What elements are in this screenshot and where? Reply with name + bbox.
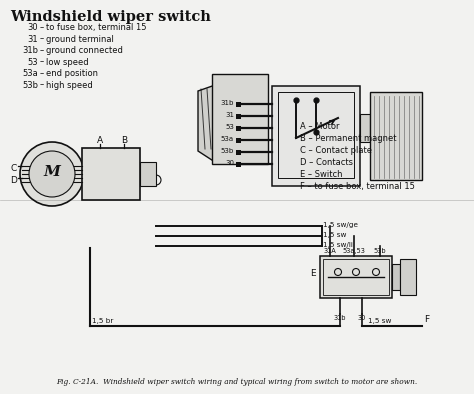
Bar bbox=[370, 92, 422, 180]
Bar bbox=[236, 113, 241, 119]
Text: 31: 31 bbox=[225, 112, 234, 118]
Bar bbox=[236, 149, 241, 154]
Text: 53: 53 bbox=[225, 124, 234, 130]
Text: 31b: 31b bbox=[22, 46, 38, 55]
Text: –: – bbox=[40, 69, 44, 78]
Text: 53b: 53b bbox=[22, 80, 38, 89]
Bar bbox=[236, 102, 241, 106]
Bar bbox=[320, 256, 392, 298]
Bar bbox=[236, 126, 241, 130]
Text: 30: 30 bbox=[358, 315, 366, 321]
Text: 30: 30 bbox=[27, 23, 38, 32]
Text: F: F bbox=[424, 315, 429, 324]
Text: –: – bbox=[40, 23, 44, 32]
Bar bbox=[272, 86, 360, 186]
Text: 31: 31 bbox=[27, 35, 38, 43]
Bar bbox=[323, 259, 389, 295]
Text: –: – bbox=[40, 35, 44, 43]
Text: 53a: 53a bbox=[22, 69, 38, 78]
Text: to fuse box, terminal 15: to fuse box, terminal 15 bbox=[46, 23, 146, 32]
Text: low speed: low speed bbox=[46, 58, 89, 67]
Bar bbox=[360, 114, 370, 142]
Text: D – Contacts: D – Contacts bbox=[300, 158, 353, 167]
Text: 1,5 sw/ge: 1,5 sw/ge bbox=[323, 221, 358, 227]
Bar bbox=[236, 162, 241, 167]
Text: 1,5 sw/li: 1,5 sw/li bbox=[323, 242, 353, 247]
Text: A: A bbox=[97, 136, 103, 145]
Text: A – Motor: A – Motor bbox=[300, 122, 339, 131]
Text: F – to fuse box, terminal 15: F – to fuse box, terminal 15 bbox=[300, 182, 415, 191]
Circle shape bbox=[20, 142, 84, 206]
Text: Windshield wiper switch: Windshield wiper switch bbox=[10, 10, 211, 24]
Text: M: M bbox=[44, 165, 61, 179]
Text: –: – bbox=[40, 80, 44, 89]
Text: Fig. C-21A.  Windshield wiper switch wiring and typical wiring from switch to mo: Fig. C-21A. Windshield wiper switch wiri… bbox=[56, 378, 418, 386]
Text: 1,5 br: 1,5 br bbox=[92, 318, 113, 324]
Text: 53a: 53a bbox=[221, 136, 234, 142]
Text: 1,5 sw: 1,5 sw bbox=[368, 318, 392, 324]
Bar bbox=[236, 138, 241, 143]
Text: 1,5 sw: 1,5 sw bbox=[323, 232, 346, 238]
Text: E – Switch: E – Switch bbox=[300, 170, 343, 179]
Text: B: B bbox=[121, 136, 127, 145]
Text: high speed: high speed bbox=[46, 80, 93, 89]
Bar bbox=[392, 264, 400, 290]
Bar bbox=[82, 148, 140, 200]
Text: 53b: 53b bbox=[221, 148, 234, 154]
Text: 30: 30 bbox=[225, 160, 234, 166]
Bar bbox=[212, 74, 268, 164]
Text: end position: end position bbox=[46, 69, 98, 78]
Text: 31b: 31b bbox=[220, 100, 234, 106]
Text: 31A: 31A bbox=[324, 248, 337, 254]
Text: –: – bbox=[40, 46, 44, 55]
Text: C – Contact plate: C – Contact plate bbox=[300, 146, 372, 155]
Text: 53: 53 bbox=[27, 58, 38, 67]
Circle shape bbox=[29, 151, 75, 197]
Text: 53b: 53b bbox=[374, 248, 386, 254]
Text: 31b: 31b bbox=[334, 315, 346, 321]
Text: 53a,53: 53a,53 bbox=[343, 248, 365, 254]
Text: –: – bbox=[40, 58, 44, 67]
Text: E: E bbox=[310, 269, 316, 279]
Bar bbox=[400, 259, 416, 295]
Polygon shape bbox=[198, 84, 218, 164]
Text: D: D bbox=[10, 175, 17, 184]
Text: B – Permanent magnet: B – Permanent magnet bbox=[300, 134, 396, 143]
Text: ground connected: ground connected bbox=[46, 46, 123, 55]
Bar bbox=[278, 92, 354, 178]
Text: C: C bbox=[11, 164, 17, 173]
Bar bbox=[140, 162, 156, 186]
Text: ground terminal: ground terminal bbox=[46, 35, 114, 43]
